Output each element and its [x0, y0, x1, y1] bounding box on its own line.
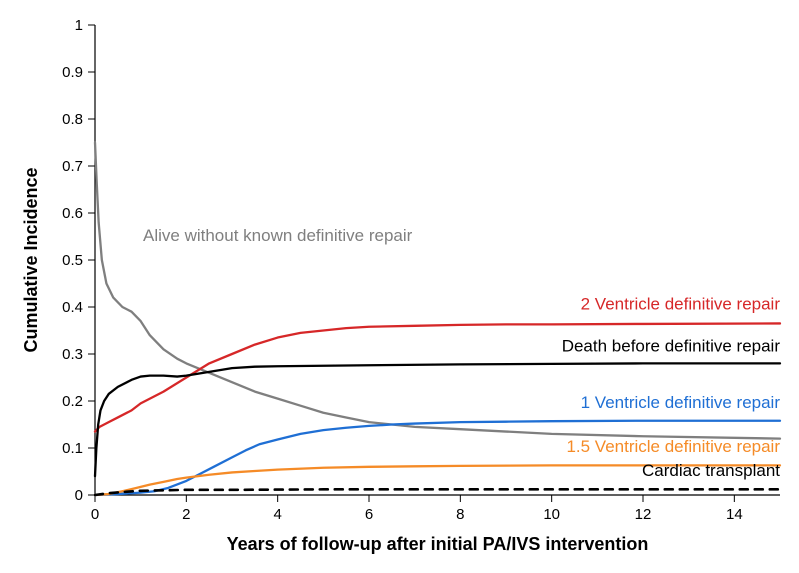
x-axis-title: Years of follow-up after initial PA/IVS …	[227, 534, 649, 554]
x-tick-label: 0	[91, 506, 99, 523]
y-axis-title: Cumulative Incidence	[21, 167, 41, 352]
y-tick-label: 0.5	[62, 252, 83, 269]
x-tick-label: 14	[726, 506, 743, 523]
series-label: 1.5 Ventricle definitive repair	[566, 437, 780, 456]
x-tick-label: 8	[456, 506, 464, 523]
y-tick-label: 0	[75, 487, 83, 504]
y-tick-label: 0.3	[62, 346, 83, 363]
x-tick-label: 6	[365, 506, 373, 523]
y-tick-label: 0.4	[62, 299, 83, 316]
y-tick-label: 0.1	[62, 440, 83, 457]
series-label: Cardiac transplant	[642, 461, 780, 480]
series-label: Alive without known definitive repair	[143, 226, 413, 245]
x-tick-label: 4	[273, 506, 281, 523]
series-label: 1 Ventricle definitive repair	[581, 393, 781, 412]
y-tick-label: 0.9	[62, 64, 83, 81]
y-tick-label: 1	[75, 17, 83, 34]
chart-container: 0 2 4 6 8 10 12 14 0 0.1 0.2 0.3 0.4 0.5 0.6 0.7 0.8 0.9 1…	[0, 0, 799, 573]
x-tick-label: 2	[182, 506, 190, 523]
x-tick-label: 12	[635, 506, 652, 523]
y-tick-label: 0.2	[62, 393, 83, 410]
y-tick-label: 0.8	[62, 111, 83, 128]
x-tick-label: 10	[543, 506, 560, 523]
cumulative-incidence-chart: 0 2 4 6 8 10 12 14 0 0.1 0.2 0.3 0.4 0.5 0.6 0.7 0.8 0.9 1…	[0, 0, 799, 573]
series-label: 2 Ventricle definitive repair	[581, 294, 781, 313]
series-label: Death before definitive repair	[562, 337, 781, 356]
y-tick-label: 0.7	[62, 158, 83, 175]
y-tick-label: 0.6	[62, 205, 83, 222]
